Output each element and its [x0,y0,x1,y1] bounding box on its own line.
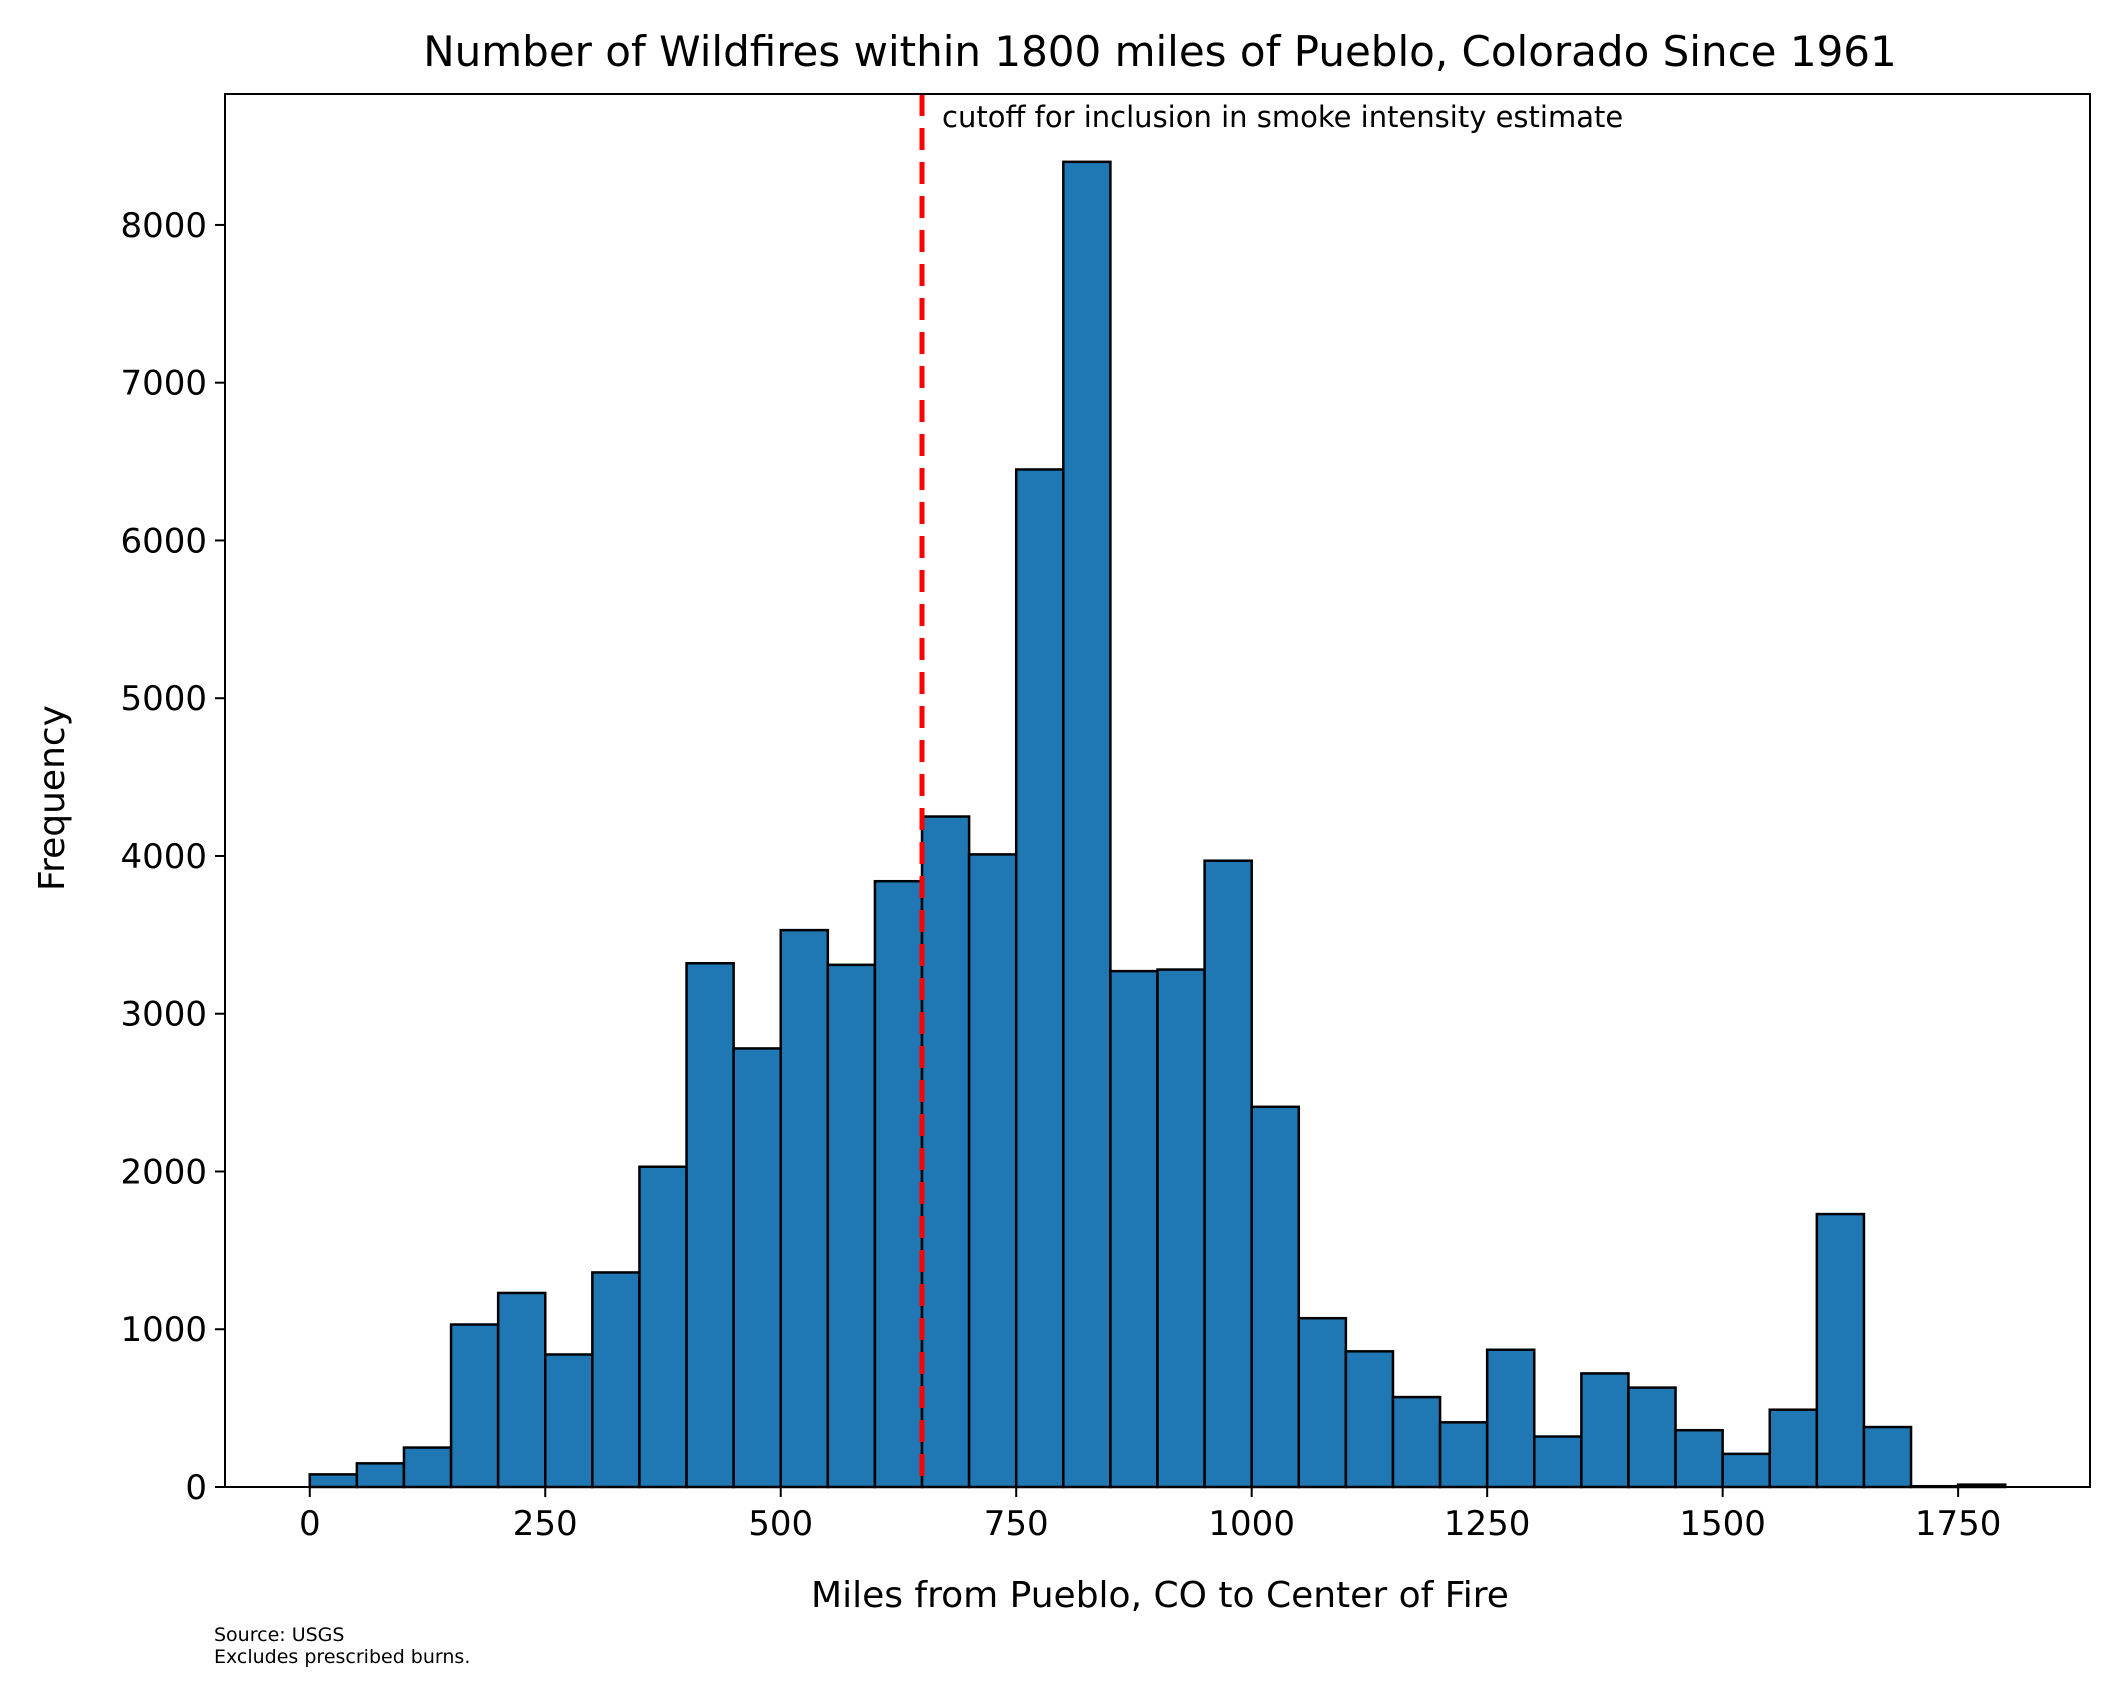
plot-frame [224,93,2091,1488]
histogram-bar-27 [1580,1372,1630,1489]
x-tick-label: 1000 [1208,1504,1295,1544]
histogram-bar-8 [685,961,735,1489]
histogram-bar-29 [1674,1428,1724,1489]
x-tick-label: 1250 [1444,1504,1531,1544]
histogram-bar-1 [355,1462,406,1489]
y-tick-label: 0 [185,1468,207,1508]
cutoff-annotation: cutoff for inclusion in smoke intensity … [942,100,1623,134]
x-tick-label: 750 [984,1504,1049,1544]
histogram-bar-22 [1344,1350,1395,1489]
histogram-bar-33 [1862,1425,1913,1489]
histogram-bar-9 [732,1047,782,1489]
x-tick-label: 1750 [1915,1504,2002,1544]
excludes-note: Excludes prescribed burns. [214,1646,470,1668]
chart-title: Number of Wildfires within 1800 miles of… [423,27,1897,76]
histogram-bar-24 [1438,1421,1489,1489]
y-axis: 0 1000 2000 3000 4000 5000 6000 7000 8000 [120,206,225,1508]
histogram-bar-16 [1062,160,1112,1489]
y-tick-label: 8000 [120,206,207,246]
histogram-bar-6 [591,1271,641,1489]
y-axis-label: Frequency [32,705,73,891]
histogram-bar-25 [1485,1348,1536,1489]
y-tick-label: 6000 [120,521,207,561]
histogram-bar-15 [1014,468,1065,1489]
histogram-bar-31 [1768,1408,1819,1489]
histogram-bar-19 [1203,859,1253,1489]
histogram-bar-23 [1391,1395,1442,1489]
y-tick-label: 2000 [120,1152,207,1192]
histogram-bar-18 [1156,968,1206,1489]
histogram-bar-32 [1815,1212,1866,1489]
histogram-bar-13 [920,815,971,1489]
histogram-bar-30 [1721,1452,1771,1489]
x-axis: 0 250 500 750 1000 1250 1500 1750 [299,1487,2001,1544]
histogram-bar-14 [967,853,1018,1489]
histogram-bar-4 [496,1291,547,1489]
y-tick-label: 1000 [120,1310,207,1350]
y-tick-label: 7000 [120,364,207,404]
histogram-bar-3 [449,1323,500,1489]
x-tick-label: 0 [299,1504,321,1544]
histogram-bar-0 [308,1473,359,1489]
histogram-bar-21 [1297,1316,1348,1489]
histogram-bar-17 [1109,969,1159,1489]
histogram-bar-11 [826,963,877,1489]
x-tick-label: 1500 [1679,1504,1766,1544]
histogram-bar-2 [402,1446,453,1489]
bars-group [308,160,2007,1489]
y-tick-label: 5000 [120,679,207,719]
histogram-bar-5 [544,1353,594,1489]
x-tick-label: 250 [513,1504,578,1544]
histogram-bar-12 [873,879,924,1489]
y-tick-label: 3000 [120,995,207,1035]
x-tick-label: 500 [748,1504,813,1544]
histogram-bar-10 [779,928,830,1489]
histogram-bar-20 [1250,1105,1301,1489]
histogram-bar-26 [1533,1435,1583,1489]
source-note: Source: USGS [214,1624,344,1646]
x-axis-label: Miles from Pueblo, CO to Center of Fire [811,1575,1509,1616]
y-tick-label: 4000 [120,837,207,877]
histogram-bar-7 [638,1165,688,1489]
histogram-bar-28 [1627,1386,1677,1489]
